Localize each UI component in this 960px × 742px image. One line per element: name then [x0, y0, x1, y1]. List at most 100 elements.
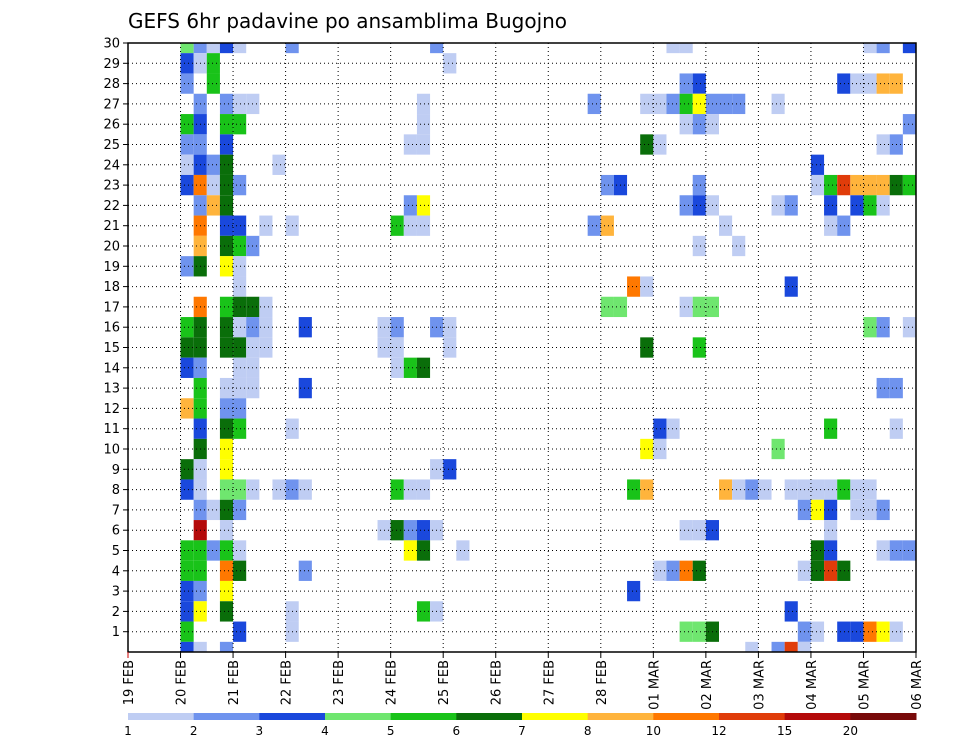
y-tick-label: 17 — [103, 300, 120, 315]
heatmap-cells — [180, 43, 916, 652]
heatmap-cell — [810, 174, 825, 196]
x-tick-label: 19 FEB — [122, 660, 137, 705]
heatmap-cell — [219, 93, 234, 115]
heatmap-cell — [627, 580, 641, 602]
heatmap-cell — [206, 154, 220, 175]
heatmap-cell — [810, 499, 825, 521]
heatmap-cell — [443, 53, 457, 74]
heatmap-cell — [653, 93, 667, 115]
color-bar-swatch — [456, 713, 523, 720]
heatmap-cell — [784, 479, 798, 500]
y-tick-label: 20 — [103, 240, 120, 255]
heatmap-cell — [876, 195, 890, 216]
heatmap-cell — [219, 195, 234, 216]
heatmap-cell — [219, 256, 234, 277]
heatmap-cell — [692, 296, 706, 318]
heatmap-cell — [233, 114, 247, 135]
heatmap-cell — [443, 337, 457, 358]
heatmap-cell — [653, 134, 667, 155]
heatmap-cell — [863, 174, 877, 196]
grid-lines — [128, 43, 916, 652]
y-tick-label: 21 — [103, 219, 120, 234]
heatmap-cell — [810, 560, 825, 581]
heatmap-cell — [876, 317, 890, 338]
heatmap-cell — [206, 43, 220, 54]
heatmap-cell — [692, 93, 706, 115]
heatmap-cell — [653, 560, 667, 581]
heatmap-cell — [390, 520, 404, 541]
heatmap-cell — [824, 174, 838, 196]
heatmap-cell — [219, 174, 234, 196]
x-tick-label: 27 FEB — [542, 660, 557, 705]
y-tick-label: 15 — [103, 341, 120, 356]
heatmap-cell — [692, 235, 706, 257]
heatmap-cell — [219, 398, 234, 419]
heatmap-cell — [876, 540, 890, 561]
heatmap-cell — [876, 134, 890, 155]
y-tick-label: 26 — [103, 118, 120, 133]
y-tick-label: 12 — [103, 402, 120, 417]
heatmap-cell — [180, 337, 194, 358]
heatmap-cell — [219, 296, 234, 318]
x-tick-label: 26 FEB — [490, 660, 505, 705]
heatmap-cell — [403, 215, 417, 236]
heatmap-cell — [233, 499, 247, 521]
heatmap-cell — [456, 540, 470, 561]
heatmap-cell — [902, 317, 916, 338]
heatmap-cell — [219, 520, 234, 541]
y-tick-label: 28 — [103, 77, 120, 92]
color-bar: 1 2 3 4 5 6 7 8 10 12 15 20 — [124, 713, 917, 738]
heatmap-cell — [219, 43, 234, 54]
heatmap-cell — [902, 43, 916, 54]
color-bar-label: 1 — [124, 724, 132, 738]
heatmap-cell — [416, 114, 431, 135]
heatmap-cell — [180, 73, 194, 94]
heatmap-cell — [219, 580, 234, 602]
heatmap-cell — [219, 317, 234, 338]
color-bar-label: 20 — [843, 724, 858, 738]
heatmap-cell — [416, 520, 431, 541]
heatmap-cell — [416, 215, 431, 236]
heatmap-cell — [206, 73, 220, 94]
heatmap-cell — [863, 621, 877, 642]
heatmap-cell — [233, 357, 247, 378]
y-tick-label: 16 — [103, 321, 120, 336]
heatmap-cell — [666, 418, 680, 439]
heatmap-cell — [298, 479, 312, 500]
heatmap-cell — [259, 317, 273, 338]
heatmap-cell — [679, 93, 693, 115]
heatmap-cell — [219, 641, 234, 652]
heatmap-cell — [692, 337, 706, 358]
heatmap-cell — [390, 357, 404, 378]
y-tick-label: 8 — [112, 483, 120, 498]
y-tick-label: 30 — [103, 37, 120, 52]
heatmap-cell — [206, 499, 220, 521]
x-axis: 19 FEB 20 FEB 21 FEB 22 FEB 23 FEB 24 FEB 25 F… — [122, 652, 925, 710]
heatmap-cell — [233, 377, 247, 399]
heatmap-cell — [784, 276, 798, 297]
heatmap-cell — [640, 93, 654, 115]
x-tick-label: 20 FEB — [175, 660, 190, 705]
heatmap-cell — [824, 418, 838, 439]
heatmap-cell — [219, 479, 234, 500]
heatmap-cell — [902, 114, 916, 135]
heatmap-cell — [837, 174, 851, 196]
y-tick-label: 14 — [103, 361, 120, 376]
heatmap-cell — [784, 601, 798, 622]
heatmap-cell — [600, 296, 614, 318]
heatmap-cell — [233, 418, 247, 439]
heatmap-cell — [784, 641, 798, 652]
heatmap-cell — [403, 479, 417, 500]
heatmap-cell — [824, 479, 838, 500]
color-bar-label: 8 — [584, 724, 592, 738]
heatmap-cell — [233, 540, 247, 561]
heatmap-cell — [679, 114, 693, 135]
heatmap-cell — [824, 520, 838, 541]
heatmap-cell — [233, 276, 247, 297]
heatmap-cell — [180, 357, 194, 378]
color-bar-label: 3 — [256, 724, 264, 738]
heatmap-cell — [272, 154, 286, 175]
heatmap-cell — [403, 540, 417, 561]
heatmap-cell — [233, 621, 247, 642]
color-bar-swatch — [390, 713, 457, 720]
